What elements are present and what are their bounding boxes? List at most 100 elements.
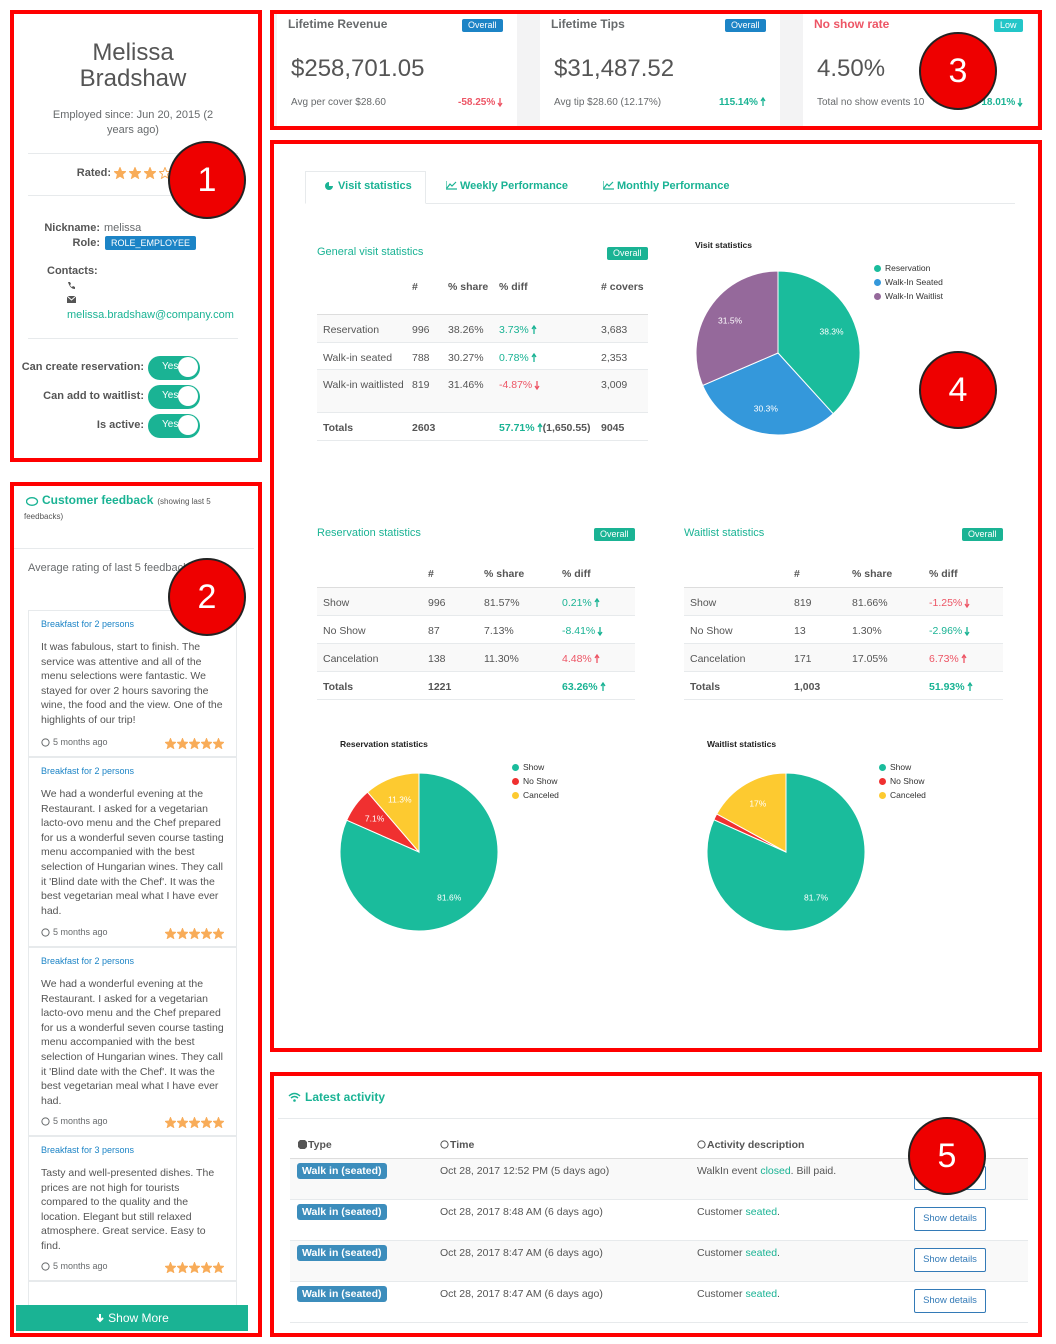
feedback-time: 5 months ago [41, 927, 108, 937]
activity-row [290, 1159, 1028, 1200]
feedback-card [28, 947, 237, 1136]
slice-label: 31.5% [718, 316, 743, 326]
tab[interactable]: Monthly Performance [603, 180, 729, 192]
table-cell: 788 [412, 352, 430, 364]
diff-text: 0.78% [499, 352, 529, 364]
toggle[interactable]: Yes [148, 385, 200, 409]
feedback-time: 5 months ago [41, 737, 108, 747]
pie-title: Visit statistics [695, 240, 753, 250]
feedback-time: 5 months ago [41, 1261, 108, 1271]
activity-column-header: Time [440, 1139, 474, 1151]
star [189, 1117, 200, 1128]
feedback-text: We had a wonderful evening at the Restau… [41, 978, 224, 1107]
star [165, 1117, 176, 1128]
toggle-label: Is active: [96, 419, 144, 431]
wifi-icon [288, 1092, 301, 1102]
table-row [317, 343, 648, 370]
star-shape [165, 1117, 176, 1128]
type-badge: Walk in (seated) [297, 1286, 387, 1302]
show-details-button[interactable]: Show details [914, 1207, 986, 1231]
divider [28, 338, 238, 339]
icon-shape [298, 1139, 307, 1149]
star [213, 1117, 224, 1128]
pie-title: Reservation statistics [340, 739, 428, 749]
table-row [684, 616, 1003, 644]
diff-text: -8.41% [562, 625, 596, 637]
star-shape [165, 738, 176, 749]
pie-slice [777, 271, 860, 415]
arrow-shape [537, 423, 543, 433]
activity-time: Oct 28, 2017 8:47 AM (6 days ago) [440, 1247, 603, 1259]
toggle-knob [178, 415, 198, 435]
header-icon [298, 1139, 307, 1149]
header-text: Time [450, 1139, 475, 1151]
icon-shape [41, 1262, 50, 1271]
diff-text: 51.93% [929, 681, 965, 693]
table-cell: 13 [794, 625, 806, 637]
table-cell: 31.46% [448, 379, 484, 391]
table-header: # [412, 281, 418, 293]
type-badge: Walk in (seated) [297, 1204, 387, 1220]
star-shape [213, 1117, 224, 1128]
annotation-frame [270, 1072, 1042, 1337]
description-text: Customer [697, 1288, 743, 1300]
table-header: # [428, 568, 434, 580]
show-details-button[interactable]: Show details [914, 1289, 986, 1313]
table-cell: 11.30% [484, 653, 519, 665]
legend-swatch [879, 778, 886, 785]
activity-description: Customer seated. [697, 1206, 780, 1218]
stat-card [540, 14, 780, 126]
star-shape [201, 1117, 212, 1128]
toggle-text: Yes [162, 390, 179, 401]
star-shape [201, 928, 212, 939]
arrow-shape [597, 627, 603, 637]
description-tail: . Bill paid. [790, 1165, 837, 1177]
stat-diff-text: 115.14% [719, 97, 758, 108]
feedback-time-text: 5 months ago [53, 737, 108, 747]
tab-label: Weekly Performance [460, 180, 569, 192]
table-cell: Show [323, 597, 350, 609]
trend-arrow [967, 682, 973, 692]
annotation-marker: 4 [919, 351, 997, 429]
star [165, 738, 176, 749]
show-more-button[interactable]: Show More [16, 1305, 248, 1331]
divider [317, 314, 648, 315]
legend-swatch [879, 792, 886, 799]
description-tail: . [777, 1206, 780, 1218]
badge: Overall [594, 528, 635, 541]
star-shape [177, 928, 188, 939]
table-row [317, 588, 635, 616]
badge: Overall [725, 19, 766, 32]
tab[interactable]: Weekly Performance [446, 180, 568, 192]
pie-chart: 38.3% 30.3% 31.5% [696, 271, 860, 435]
diff-cell: -1.25% [929, 596, 999, 611]
trend-arrow [600, 682, 606, 692]
trend-arrow [534, 381, 540, 391]
table-cell: 7.13% [484, 625, 514, 637]
table-header: % share [448, 281, 489, 293]
activity-time: Oct 28, 2017 12:52 PM (5 days ago) [440, 1165, 610, 1177]
trend-arrow [964, 627, 970, 637]
star [177, 738, 188, 749]
table-header: # covers [601, 281, 644, 293]
diff-cell: 63.26% [562, 680, 632, 695]
toggle[interactable]: Yes [148, 414, 200, 438]
table-cell: 87 [428, 625, 440, 637]
trend-arrow [961, 654, 967, 664]
legend-label: Walk-In Seated [885, 277, 943, 287]
star [213, 928, 224, 939]
arrow-shape [600, 682, 606, 692]
type-badge: Walk in (seated) [297, 1163, 387, 1179]
table-row [317, 315, 648, 343]
activity-description: Customer seated. [697, 1247, 780, 1259]
toggle[interactable]: Yes [148, 356, 200, 380]
header-icon [440, 1140, 449, 1149]
arrow-shape [964, 627, 970, 637]
stat-value: 4.50% [817, 55, 886, 82]
feedback-card [28, 757, 237, 947]
slice-label: 17% [749, 799, 766, 809]
show-details-button[interactable]: Show details [914, 1248, 986, 1272]
star [177, 1262, 188, 1273]
tab[interactable]: Visit statistics [324, 180, 412, 192]
table-title: Reservation statistics [317, 527, 421, 539]
